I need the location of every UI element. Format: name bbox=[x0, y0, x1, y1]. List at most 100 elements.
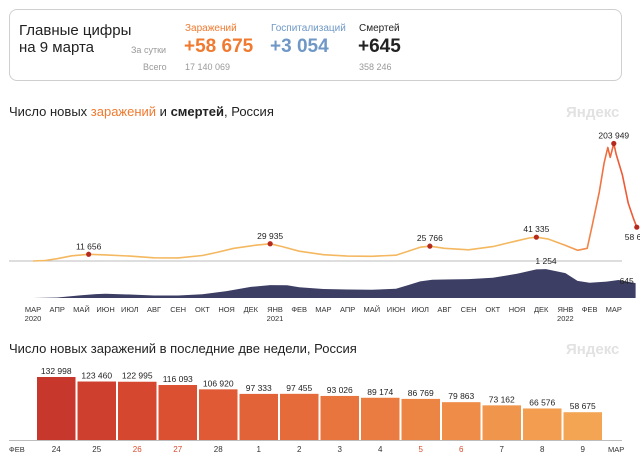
chart1-annotation-label: 645 bbox=[620, 276, 634, 286]
chart1-x-tick-label: НОЯ bbox=[218, 305, 235, 314]
hospitalizations-value: +3 054 bbox=[270, 36, 329, 57]
chart1-x-tick-label: ОКТ bbox=[195, 305, 210, 314]
chart1-x-tick-label: ИЮН bbox=[96, 305, 114, 314]
chart2-bar bbox=[563, 412, 602, 440]
chart1-x-tick-label: ЯНВ bbox=[267, 305, 283, 314]
chart2-x-tick-label: 25 bbox=[92, 445, 101, 454]
chart1-title: Число новых заражений и смертей, Россия bbox=[9, 104, 274, 119]
chart2-month-label: ФЕВ bbox=[9, 445, 25, 454]
chart1-year-label: 2020 bbox=[25, 314, 42, 323]
chart2-x-tick-label: 28 bbox=[214, 445, 223, 454]
infections-marker bbox=[634, 224, 640, 230]
total-label: Всего bbox=[143, 62, 167, 72]
chart1-title-suffix: , Россия bbox=[224, 104, 274, 119]
deaths-area bbox=[33, 269, 636, 298]
chart1-svg: 11 656 29 935 25 766 41 335 203 949 58 675 1 2… bbox=[9, 130, 640, 323]
hospitalizations-label: Госпитализаций bbox=[271, 23, 346, 34]
chart2-x-tick-label: 26 bbox=[133, 445, 142, 454]
chart2-bar bbox=[442, 402, 481, 440]
chart1-x-tick-label: АВГ bbox=[147, 305, 161, 314]
chart2-bar bbox=[199, 389, 238, 440]
chart1-x-tick-label: ИЮН bbox=[387, 305, 405, 314]
chart2-value-label: 132 998 bbox=[41, 366, 72, 376]
chart1-x-tick-label: СЕН bbox=[170, 305, 186, 314]
per-day-label: За сутки bbox=[131, 45, 167, 55]
chart2-value-label: 106 920 bbox=[203, 378, 234, 388]
chart1-x-tick-label: АПР bbox=[340, 305, 355, 314]
chart1-x-tick-label: ДЕК bbox=[244, 305, 259, 314]
chart1-annotation-label: 11 656 bbox=[76, 241, 102, 251]
chart2-value-label: 97 333 bbox=[246, 383, 272, 393]
chart1-title-deaths: смертей bbox=[170, 104, 224, 119]
chart2-x-tick-label: 5 bbox=[419, 445, 424, 454]
chart2-bar bbox=[37, 377, 76, 440]
chart2-bar bbox=[523, 408, 562, 440]
chart2-value-label: 79 863 bbox=[448, 391, 474, 401]
chart2-value-label: 93 026 bbox=[327, 385, 353, 395]
chart1-x-tick-label: СЕН bbox=[461, 305, 477, 314]
infections-marker bbox=[611, 140, 617, 147]
chart1-x-tick-label: МАР bbox=[315, 305, 331, 314]
infections-marker bbox=[427, 243, 433, 249]
chart1-year-label: 2022 bbox=[557, 314, 574, 323]
deaths-total: 358 246 bbox=[359, 62, 392, 72]
chart2-value-label: 73 162 bbox=[489, 394, 515, 404]
chart2-bar bbox=[401, 398, 440, 440]
infections-marker bbox=[267, 241, 273, 247]
chart2-x-tick-label: 2 bbox=[297, 445, 302, 454]
chart2-x-tick-label: 4 bbox=[378, 445, 383, 454]
chart2-x-tick-label: 7 bbox=[500, 445, 505, 454]
chart2-x-tick-label: 9 bbox=[581, 445, 586, 454]
summary-title: Главные цифры на 9 марта bbox=[19, 22, 132, 56]
chart1-x-tick-label: ФЕВ bbox=[582, 305, 598, 314]
chart1-title-prefix: Число новых bbox=[9, 104, 91, 119]
chart1-x-tick-label: МАЙ bbox=[73, 305, 90, 314]
chart1-x-tick-label: ИЮЛ bbox=[121, 305, 139, 314]
infections-marker bbox=[86, 251, 92, 257]
infections-label: Заражений bbox=[185, 23, 237, 34]
chart1-annotation-label: 58 675 bbox=[625, 232, 640, 242]
chart2-bar bbox=[361, 397, 400, 440]
chart1-watermark: Яндекс bbox=[566, 104, 620, 121]
chart2-value-label: 66 576 bbox=[529, 397, 555, 407]
chart1-title-infections: заражений bbox=[90, 104, 157, 119]
chart2-x-tick-label: 24 bbox=[52, 445, 61, 454]
chart2-x-tick-label: 6 bbox=[459, 445, 464, 454]
chart1-x-tick-label: ФЕВ bbox=[291, 305, 307, 314]
chart1-x-tick-label: ЯНВ bbox=[557, 305, 573, 314]
chart1-x-tick-label: НОЯ bbox=[509, 305, 526, 314]
chart1-x-tick-label: ДЕК bbox=[534, 305, 549, 314]
chart2-value-label: 58 675 bbox=[570, 401, 596, 411]
infections-line bbox=[32, 142, 638, 262]
chart2-title: Число новых заражений в последние две не… bbox=[9, 341, 357, 356]
chart2-watermark: Яндекс bbox=[566, 341, 620, 358]
chart2-x-tick-label: 3 bbox=[338, 445, 343, 454]
chart1-title-and: и bbox=[156, 104, 171, 119]
chart2-bar bbox=[158, 385, 197, 440]
chart1-x-tick-label: МАР bbox=[25, 305, 41, 314]
chart1-x-tick-label: ИЮЛ bbox=[411, 305, 429, 314]
infections-marker bbox=[533, 234, 539, 240]
chart2-value-label: 89 174 bbox=[367, 387, 393, 397]
chart2-value-label: 122 995 bbox=[122, 371, 153, 381]
chart2-bar bbox=[320, 395, 359, 440]
chart2-x-tick-label: 27 bbox=[173, 445, 182, 454]
chart2-bar bbox=[77, 381, 116, 440]
chart2-bar bbox=[118, 381, 157, 440]
chart2-x-tick-label: 8 bbox=[540, 445, 545, 454]
chart1-x-tick-label: МАЙ bbox=[363, 305, 380, 314]
infections-value: +58 675 bbox=[184, 36, 254, 57]
chart2-bar bbox=[239, 393, 278, 440]
chart1-annotation-label: 203 949 bbox=[598, 130, 629, 140]
chart2-value-label: 123 460 bbox=[81, 371, 112, 381]
chart1-x-tick-label: АВГ bbox=[437, 305, 451, 314]
chart2-bar bbox=[280, 393, 319, 440]
deaths-label: Смертей bbox=[359, 23, 400, 34]
chart1-annotation-label: 25 766 bbox=[417, 233, 443, 243]
chart2-value-label: 86 769 bbox=[408, 388, 434, 398]
chart1-x-tick-label: ОКТ bbox=[485, 305, 500, 314]
chart1-annotation-label: 29 935 bbox=[257, 231, 283, 241]
chart2-x-tick-label: 1 bbox=[257, 445, 262, 454]
infections-total: 17 140 069 bbox=[185, 62, 231, 72]
